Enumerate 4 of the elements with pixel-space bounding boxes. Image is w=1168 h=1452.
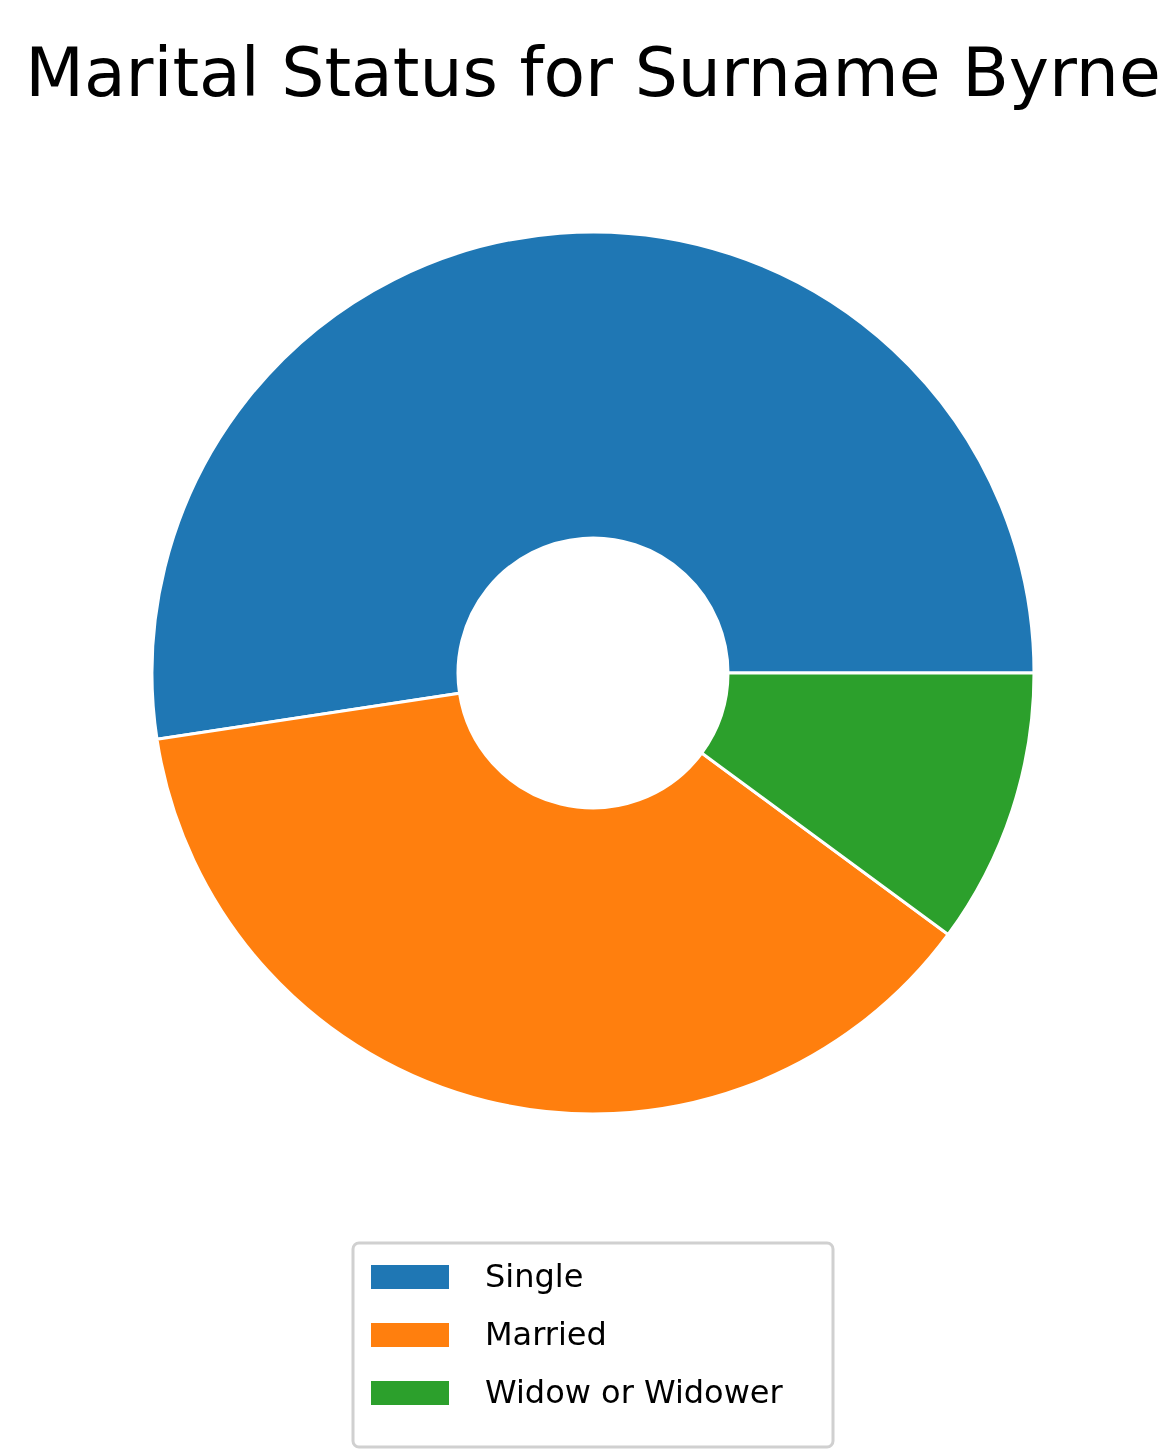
legend-label: Single (485, 1257, 584, 1295)
chart-title: Marital Status for Surname Byrne (25, 33, 1161, 112)
legend-label: Married (485, 1315, 607, 1353)
legend-label: Widow or Widower (485, 1373, 784, 1411)
